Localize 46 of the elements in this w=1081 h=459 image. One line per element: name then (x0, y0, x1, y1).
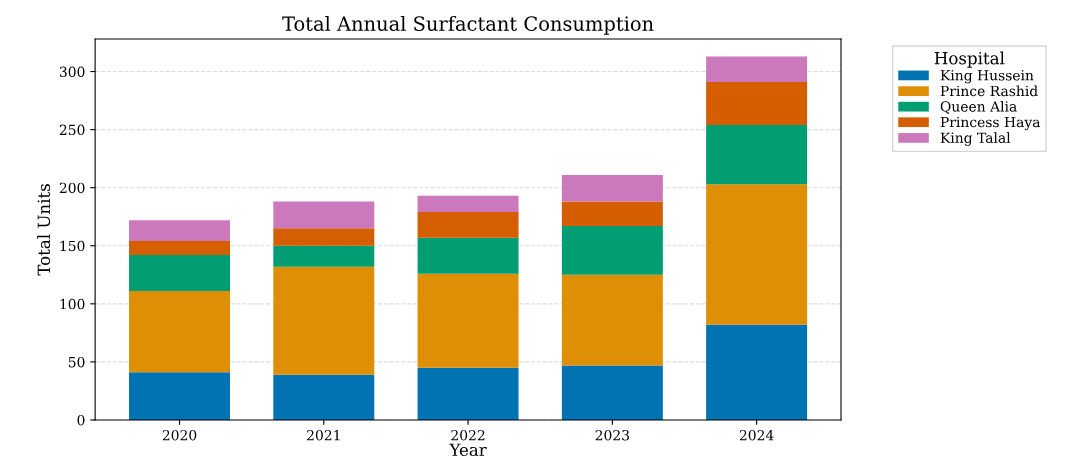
bar (417, 212, 519, 238)
bar (273, 228, 375, 246)
bar (417, 367, 519, 420)
bar (129, 372, 231, 420)
x-tick-label: 2024 (739, 429, 774, 441)
y-axis-title: Total Units (37, 184, 51, 276)
x-tick-label: 2020 (162, 429, 197, 441)
legend-label: Prince Rashid (940, 85, 1038, 97)
y-tick-label: 150 (60, 240, 85, 252)
y-tick-label: 200 (59, 182, 85, 194)
bar (129, 291, 231, 373)
bar (561, 174, 663, 202)
bar (273, 374, 375, 420)
y-tick-label: 250 (59, 124, 85, 136)
bar (129, 255, 231, 292)
bar (561, 201, 663, 227)
y-tick-label: 0 (77, 414, 85, 426)
legend-label: Queen Alia (940, 100, 1017, 114)
x-axis-title: Year (449, 443, 487, 457)
bar (706, 124, 808, 185)
bar (129, 241, 231, 256)
x-tick-label: 2022 (451, 429, 485, 441)
x-tick-label: 2021 (307, 429, 340, 441)
bar (561, 365, 663, 420)
bar (417, 273, 519, 368)
bar (706, 56, 808, 82)
x-tick-label: 2023 (595, 429, 629, 441)
legend-label: Princess Haya (940, 116, 1041, 131)
bar (129, 220, 231, 242)
y-tick-label: 100 (60, 298, 85, 310)
bar (273, 266, 375, 375)
bar (273, 201, 375, 229)
legend-label: King Talal (940, 132, 1011, 146)
bar (561, 274, 663, 366)
bar (706, 184, 808, 325)
legend-title: Hospital (934, 51, 1005, 68)
bar (706, 81, 808, 125)
bar (417, 195, 519, 213)
bar (706, 324, 808, 420)
y-tick-label: 300 (59, 66, 85, 78)
bar (561, 226, 663, 275)
bar (417, 237, 519, 274)
y-tick-label: 50 (68, 356, 85, 368)
chart-title: Total Annual Surfactant Consumption (282, 15, 654, 35)
legend-label: King Hussein (940, 70, 1034, 84)
bar (273, 245, 375, 267)
